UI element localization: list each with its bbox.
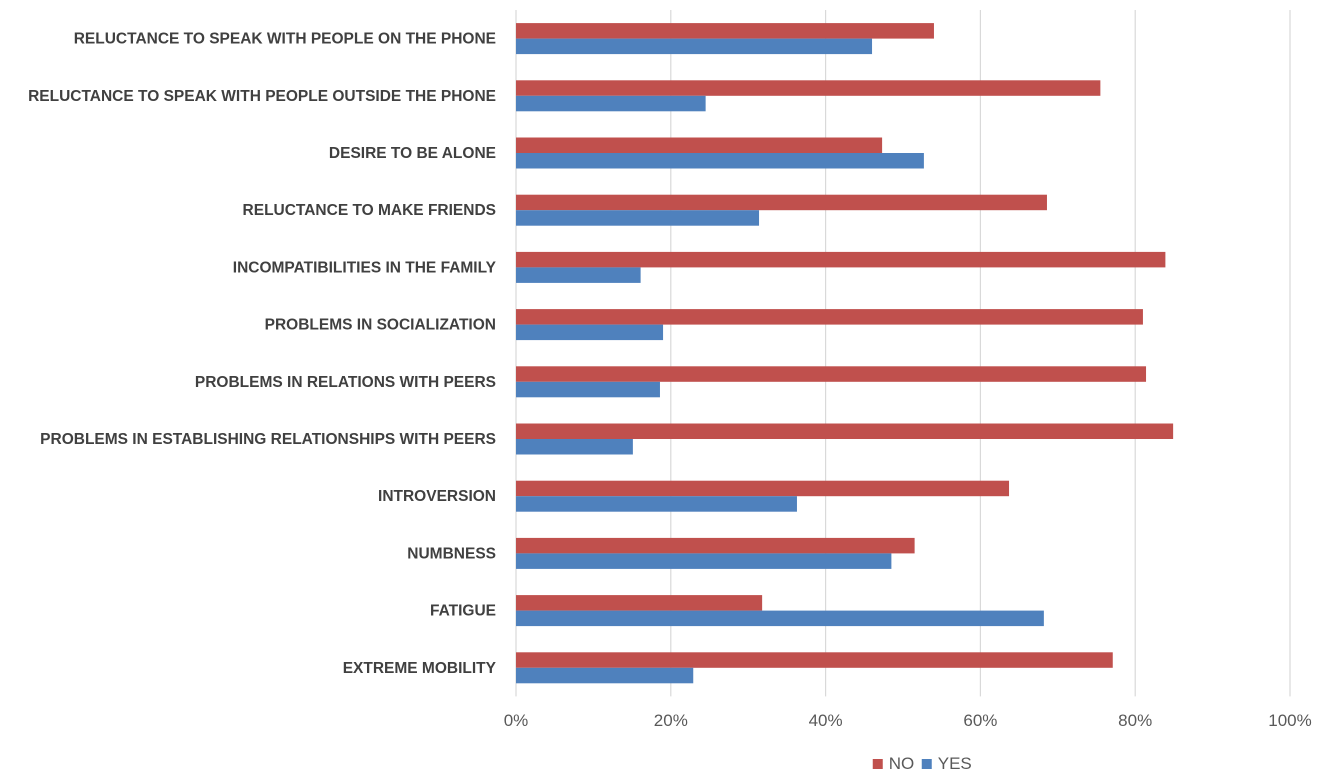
bar-yes-problems-in-relations-with-peers bbox=[516, 381, 660, 398]
bar-no-incompatibilities-in-the-family bbox=[516, 251, 1166, 268]
x-tick-label: 0% bbox=[504, 711, 529, 730]
category-label: INTROVERSION bbox=[378, 488, 496, 505]
x-tick-label: 60% bbox=[963, 711, 997, 730]
category-label: PROBLEMS IN SOCIALIZATION bbox=[265, 317, 496, 334]
bars-layer bbox=[516, 23, 1174, 684]
bar-no-fatigue bbox=[516, 595, 763, 611]
x-tick-label: 20% bbox=[654, 711, 688, 730]
category-label: RELUCTANCE TO MAKE FRIENDS bbox=[243, 202, 496, 219]
legend-swatch-yes bbox=[921, 759, 932, 769]
bar-yes-desire-to-be-alone bbox=[516, 153, 924, 169]
category-label: EXTREME MOBILITY bbox=[343, 660, 497, 677]
category-label: PROBLEMS IN RELATIONS WITH PEERS bbox=[195, 374, 496, 391]
bar-no-desire-to-be-alone bbox=[516, 137, 883, 153]
bar-no-numbness bbox=[516, 537, 915, 554]
bar-no-extreme-mobility bbox=[516, 652, 1113, 668]
legend-label-no: NO bbox=[889, 754, 915, 773]
legend-swatch-no bbox=[872, 759, 883, 769]
bar-yes-extreme-mobility bbox=[516, 667, 694, 684]
bar-yes-reluctance-to-make-friends bbox=[516, 210, 760, 226]
category-labels: RELUCTANCE TO SPEAK WITH PEOPLE ON THE P… bbox=[28, 31, 497, 677]
category-label: RELUCTANCE TO SPEAK WITH PEOPLE ON THE P… bbox=[74, 31, 496, 48]
grid-layer bbox=[515, 10, 1291, 697]
bar-yes-problems-in-socialization bbox=[516, 324, 664, 341]
category-label: NUMBNESS bbox=[407, 545, 496, 562]
bar-yes-incompatibilities-in-the-family bbox=[516, 267, 641, 283]
legend-label-yes: YES bbox=[938, 754, 972, 773]
category-label: DESIRE TO BE ALONE bbox=[329, 145, 496, 162]
x-tick-label: 40% bbox=[809, 711, 843, 730]
bar-yes-reluctance-to-speak-with-people-on-the-phone bbox=[516, 38, 873, 55]
bar-yes-reluctance-to-speak-with-people-outside-the-phone bbox=[516, 95, 706, 112]
bar-yes-introversion bbox=[516, 496, 797, 512]
bar-yes-numbness bbox=[516, 553, 892, 569]
bar-no-problems-in-relations-with-peers bbox=[516, 366, 1147, 382]
x-tick-label: 80% bbox=[1118, 711, 1152, 730]
legend: NO YES bbox=[872, 754, 972, 773]
bar-yes-fatigue bbox=[516, 610, 1044, 627]
category-label: INCOMPATIBILITIES IN THE FAMILY bbox=[233, 259, 497, 276]
x-tick-labels: 0% 20% 40% 60% 80% 100% bbox=[504, 711, 1312, 730]
bar-no-reluctance-to-speak-with-people-on-the-phone bbox=[516, 23, 934, 39]
category-label: PROBLEMS IN ESTABLISHING RELATIONSHIPS W… bbox=[40, 431, 496, 448]
bar-no-reluctance-to-make-friends bbox=[516, 194, 1047, 211]
category-label: RELUCTANCE TO SPEAK WITH PEOPLE OUTSIDE … bbox=[28, 88, 496, 105]
category-label: FATIGUE bbox=[430, 603, 496, 620]
bar-yes-problems-in-establishing-relationships-with-peers bbox=[516, 439, 633, 455]
bar-no-introversion bbox=[516, 480, 1010, 497]
x-tick-label: 100% bbox=[1268, 711, 1311, 730]
bar-no-reluctance-to-speak-with-people-outside-the-phone bbox=[516, 80, 1101, 96]
bar-no-problems-in-socialization bbox=[516, 309, 1143, 325]
bar-no-problems-in-establishing-relationships-with-peers bbox=[516, 423, 1174, 439]
